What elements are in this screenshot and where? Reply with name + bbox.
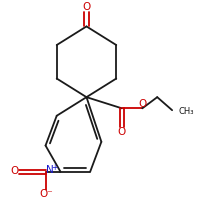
Text: +: + bbox=[51, 163, 58, 172]
Text: CH₃: CH₃ bbox=[178, 107, 194, 116]
Text: N: N bbox=[46, 165, 54, 175]
Text: O: O bbox=[118, 127, 126, 137]
Text: O: O bbox=[138, 99, 146, 109]
Text: O: O bbox=[11, 166, 19, 176]
Text: O⁻: O⁻ bbox=[40, 189, 53, 199]
Text: O: O bbox=[82, 2, 91, 12]
